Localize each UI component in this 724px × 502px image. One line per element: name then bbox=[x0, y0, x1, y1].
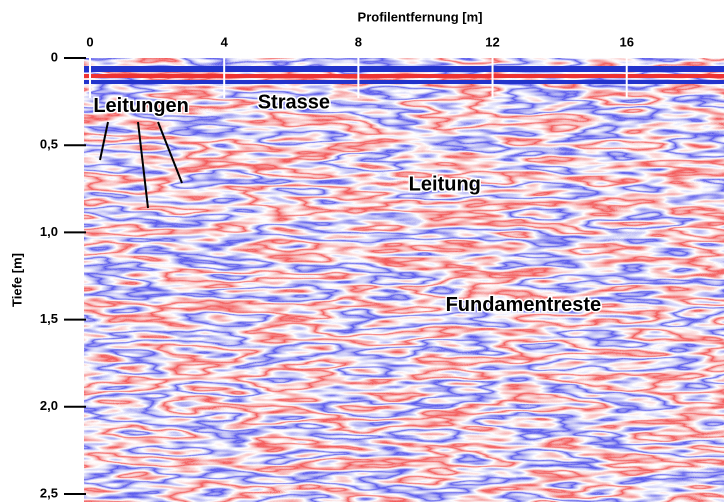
y-tick-label: 1,5 bbox=[40, 311, 58, 326]
x-axis-label: Profilentfernung [m] bbox=[358, 9, 483, 24]
x-tick-label: 16 bbox=[619, 34, 633, 49]
direct-wave bbox=[84, 66, 724, 72]
chart: Profilentfernung [m] Tiefe [m] 0 4 8 12 16 0 0… bbox=[0, 0, 724, 502]
y-tick-label: 2,5 bbox=[40, 485, 58, 500]
x-tick-label: 4 bbox=[221, 34, 229, 49]
y-axis-label: Tiefe [m] bbox=[9, 253, 24, 307]
annotation: Strasse bbox=[258, 92, 330, 114]
annotation: Leitung bbox=[409, 174, 481, 196]
y-tick-label: 1,0 bbox=[40, 224, 58, 239]
annotation: Leitungen bbox=[93, 95, 189, 117]
y-tick-label: 0,5 bbox=[40, 137, 58, 152]
y-tick-label: 2,0 bbox=[40, 398, 58, 413]
annotation: Fundamentreste bbox=[446, 294, 602, 316]
radar-texture bbox=[84, 58, 724, 502]
direct-wave bbox=[84, 74, 724, 78]
radargram-image bbox=[84, 58, 724, 502]
x-tick-label: 12 bbox=[485, 34, 499, 49]
direct-wave bbox=[84, 80, 724, 84]
x-tick-label: 0 bbox=[86, 34, 93, 49]
x-tick-label: 8 bbox=[355, 34, 362, 49]
y-tick-label: 0 bbox=[51, 49, 58, 64]
